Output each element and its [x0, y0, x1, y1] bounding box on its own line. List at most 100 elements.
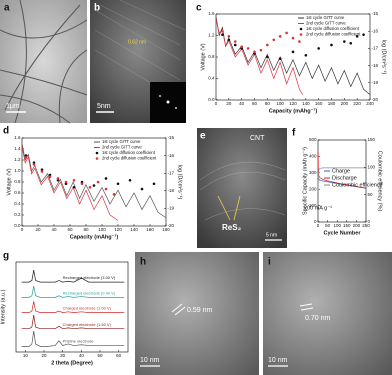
y-tick-label: 0.0: [14, 223, 21, 228]
x-tick-label: 20: [35, 227, 41, 232]
data-point: [362, 33, 365, 36]
y2-tick-label: 150: [368, 137, 376, 142]
y-tick-label: 1.2: [208, 33, 215, 38]
spacing-mark: [171, 303, 183, 313]
data-point: [227, 38, 231, 42]
data-point: [317, 47, 320, 50]
x-tick-label: 120: [289, 101, 297, 106]
diffraction-spot: [175, 107, 177, 109]
image-h: h 0.59 nm 10 nm: [135, 252, 259, 375]
x-tick-label: 40: [79, 353, 85, 358]
texture: [94, 0, 186, 101]
data-point: [259, 48, 263, 52]
y2-tick-label: -20: [168, 223, 175, 228]
data-point: [304, 53, 308, 57]
y2-axis-label: log (D/cm²s⁻¹): [381, 40, 387, 75]
x-tick-label: 0: [215, 101, 218, 106]
panel-label: h: [140, 257, 146, 268]
x-tick-label: 180: [162, 227, 170, 232]
series-line: [21, 143, 167, 219]
x-tick-label: 0: [21, 227, 24, 232]
data-point: [343, 40, 346, 43]
trace-label: Charged electrode (1.00 V): [63, 306, 112, 311]
series-line: [317, 151, 367, 189]
data-point: [140, 187, 144, 191]
data-point: [72, 178, 76, 182]
x-tick-label: 200: [341, 101, 349, 106]
image-e: e CNT ReS₂ 5 nm: [197, 128, 287, 248]
trace-label: Charged electrode (1.50 V): [63, 322, 112, 327]
data-point: [88, 185, 92, 189]
legend-entry: 1st cycle diffusion coefficient: [102, 150, 156, 155]
pointer: [217, 195, 231, 221]
panel-label: g: [3, 251, 9, 262]
y-tick-label: 0.8: [14, 179, 21, 184]
x-tick-label: 80: [265, 101, 271, 106]
panel-label: a: [4, 3, 10, 14]
y-tick-label: 100: [309, 203, 317, 208]
scale-label: 5 nm: [266, 232, 277, 238]
image-i: i 0.70 nm 10 nm: [263, 252, 392, 375]
spacing-mark: [300, 307, 314, 311]
data-point: [233, 40, 237, 43]
legend-entry: 1st cycle diffusion coefficient: [306, 26, 360, 31]
scale-label: 1μm: [6, 103, 20, 110]
x-tick-label: 60: [67, 227, 73, 232]
micrograph: [0, 0, 87, 123]
y-tick-label: 1.6: [14, 135, 21, 140]
legend-entry: Coulombic efficiency: [332, 182, 383, 188]
scale-label: 5nm: [97, 103, 111, 110]
panel-label: e: [200, 131, 206, 142]
data-point: [330, 43, 333, 47]
y2-tick-label: -17: [372, 46, 379, 51]
y-tick-label: 500: [309, 137, 317, 142]
data-point: [221, 33, 224, 36]
data-point: [116, 182, 120, 186]
series-line: [215, 19, 303, 95]
series-line: [21, 146, 119, 221]
series-line: [21, 314, 125, 330]
spacing-mark: [174, 306, 186, 316]
legend-swatch: [95, 151, 99, 155]
spacing-mark: [299, 303, 313, 307]
y-axis-label: Voltage (V): [200, 43, 206, 70]
y-tick-label: 200: [309, 186, 317, 191]
image-label: ReS₂: [222, 223, 242, 232]
legend-entry: Charge: [332, 168, 350, 174]
data-point: [278, 57, 282, 61]
y-tick-label: 400: [309, 154, 317, 159]
y2-tick-label: -15: [168, 135, 175, 140]
x-tick-label: 50: [325, 223, 331, 228]
data-point: [152, 182, 156, 186]
data-point: [240, 45, 243, 48]
x-tick-label: 100: [276, 101, 284, 106]
legend-entry: 2nd cycle GITT curve: [102, 145, 142, 150]
panel-label: d: [3, 126, 9, 137]
data-point: [349, 41, 353, 45]
y-tick-label: 0.8: [208, 54, 215, 59]
x-tick-label: 120: [114, 227, 122, 232]
legend-entry: 2nd cycle diffusion coefficient: [306, 32, 361, 37]
y-axis-label: Intensity (a.u.): [0, 289, 6, 324]
data-point: [104, 187, 108, 191]
data-point: [64, 180, 68, 184]
series-line: [215, 16, 371, 95]
data-point: [48, 175, 52, 179]
data-point: [40, 170, 44, 173]
y-tick-label: 0.4: [14, 201, 21, 206]
y2-axis-label: log (D/cm²s⁻¹): [177, 165, 183, 200]
y2-tick-label: -16: [372, 28, 379, 33]
data-point: [266, 55, 269, 59]
data-point: [56, 177, 60, 180]
panel-label: i: [268, 257, 271, 268]
x-tick-label: 160: [146, 227, 154, 232]
x-tick-label: 250: [362, 223, 370, 228]
legend-entry: Discharge: [332, 175, 357, 181]
data-point: [285, 31, 288, 35]
y2-tick-label: 100: [368, 165, 376, 170]
x-tick-label: 0: [317, 223, 320, 228]
diffraction-spot: [159, 95, 161, 97]
micrograph: [135, 252, 259, 375]
data-point: [291, 36, 295, 40]
